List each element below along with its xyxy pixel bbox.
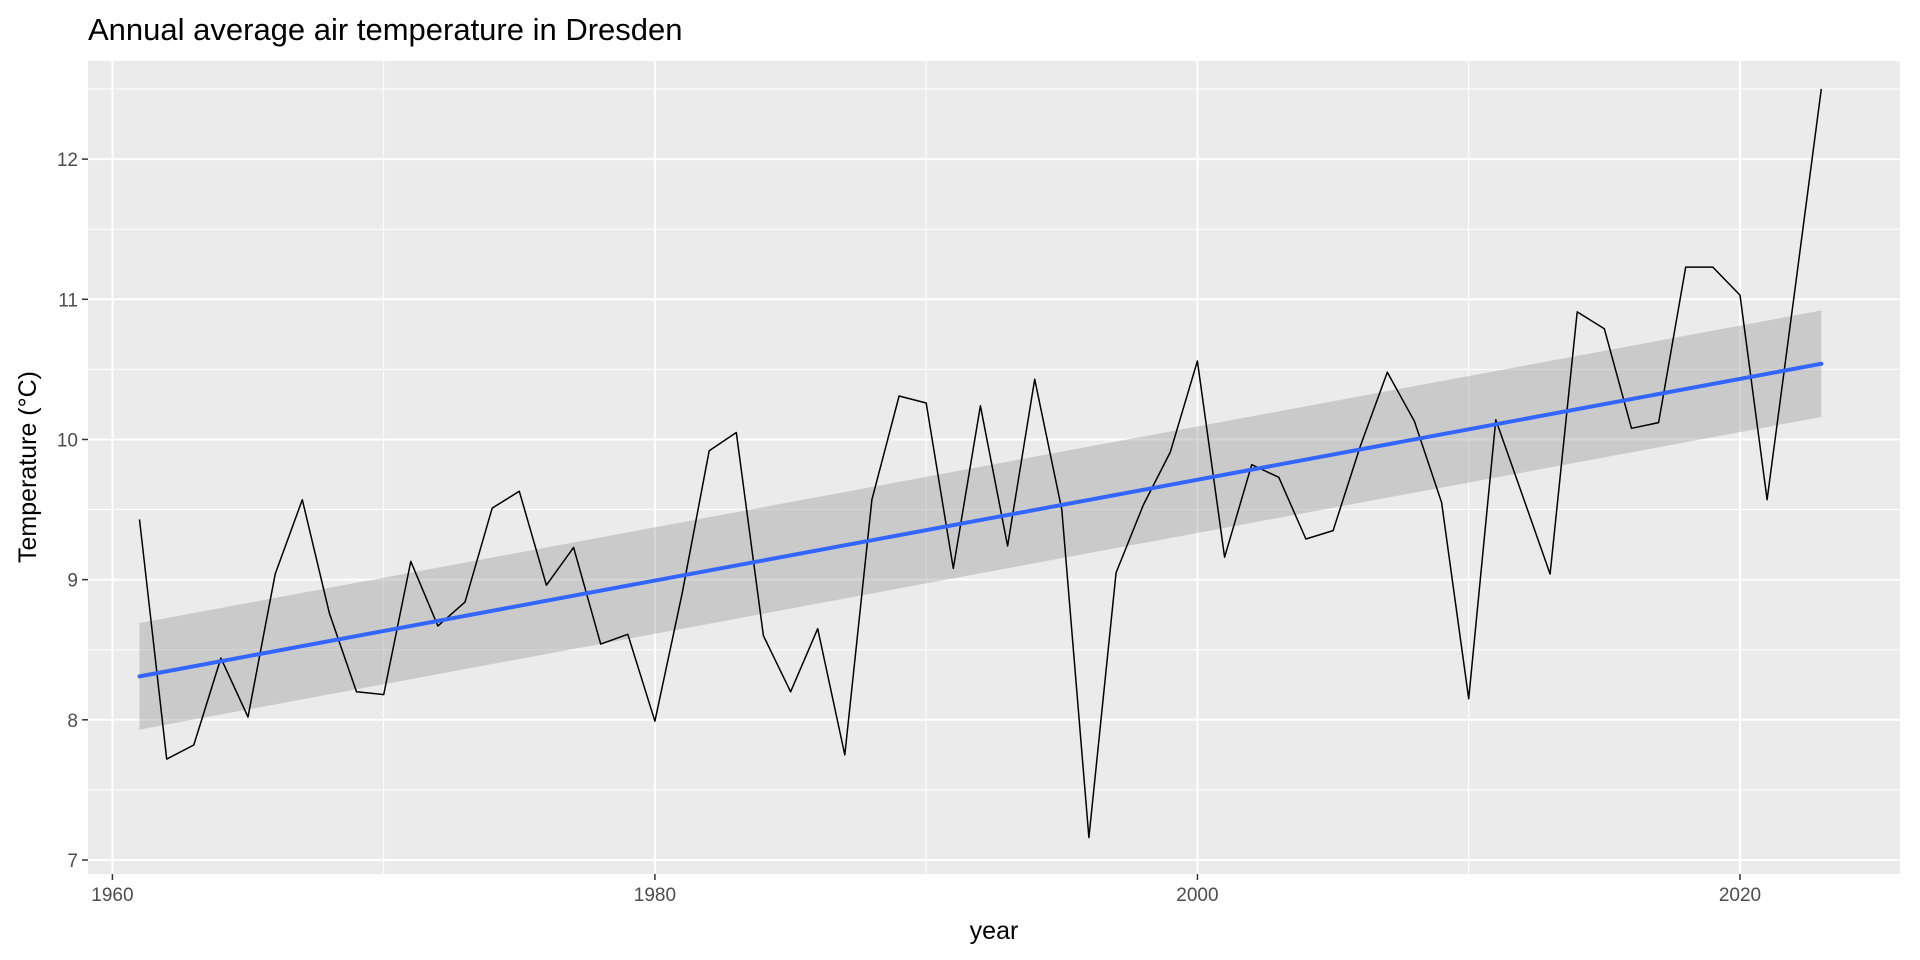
- x-tick-label: 1960: [91, 885, 133, 906]
- axis-ticks: 1960 1980 2000 2020 7 8 9 10 11 12: [57, 150, 1761, 906]
- y-tick-label: 9: [67, 571, 78, 592]
- trend-line: [137, 361, 1824, 679]
- y-tick-label: 12: [57, 150, 78, 171]
- trend-line-layer: [137, 361, 1824, 679]
- x-axis-title: year: [970, 917, 1019, 945]
- y-tick-label: 11: [58, 290, 78, 311]
- x-tick-label: 1980: [634, 885, 676, 906]
- y-axis-title: Temperature (°C): [14, 371, 42, 563]
- temperature-series-line: [138, 88, 1823, 839]
- x-tick-label: 2020: [1719, 885, 1761, 906]
- plot-panel: [88, 61, 1900, 874]
- y-tick-label: 8: [67, 711, 78, 732]
- y-tick-label: 10: [57, 430, 78, 451]
- x-tick-label: 2000: [1176, 885, 1218, 906]
- chart-title: Annual average air temperature in Dresde…: [88, 12, 683, 47]
- y-tick-label: 7: [67, 851, 78, 872]
- gridlines: [88, 61, 1900, 874]
- temperature-line-layer: [138, 88, 1823, 839]
